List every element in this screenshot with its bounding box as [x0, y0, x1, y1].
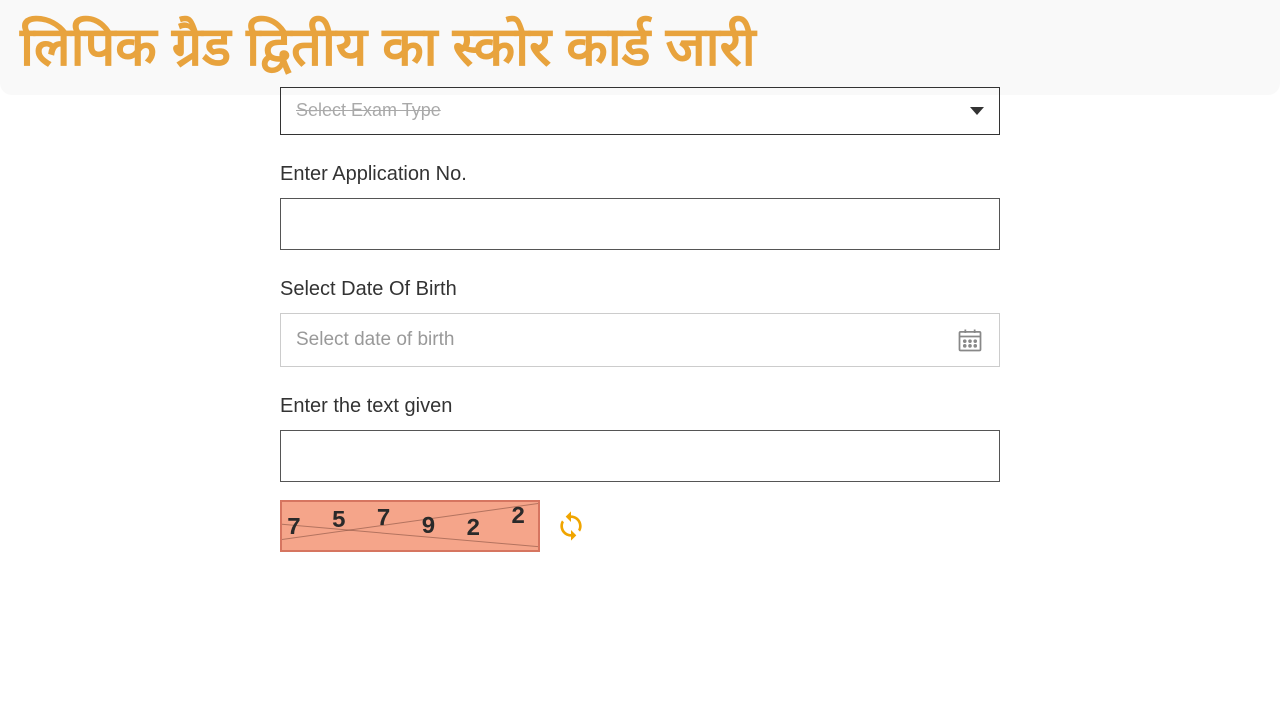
exam-type-select[interactable]: Select Exam Type [280, 87, 1000, 135]
calendar-icon [956, 326, 984, 354]
captcha-row: 7 5 7 9 2 2 [280, 500, 1000, 552]
form-container: Select Exam Type Enter Application No. S… [260, 87, 1020, 552]
captcha-label: Enter the text given [280, 395, 1000, 418]
dob-label: Select Date Of Birth [280, 278, 1000, 301]
refresh-icon[interactable] [555, 510, 587, 542]
page-title: लिपिक ग्रैड द्वितीय का स्कोर कार्ड जारी [20, 15, 1260, 80]
captcha-input[interactable] [280, 430, 1000, 482]
dob-placeholder: Select date of birth [296, 329, 454, 351]
application-no-group: Enter Application No. [280, 163, 1000, 250]
dob-input[interactable]: Select date of birth [280, 313, 1000, 367]
chevron-down-icon [970, 107, 984, 115]
exam-type-placeholder: Select Exam Type [296, 100, 441, 121]
application-no-input[interactable] [280, 198, 1000, 250]
dob-group: Select Date Of Birth Select date of birt… [280, 278, 1000, 367]
header-banner: लिपिक ग्रैड द्वितीय का स्कोर कार्ड जारी [0, 0, 1280, 95]
application-no-label: Enter Application No. [280, 163, 1000, 186]
captcha-image: 7 5 7 9 2 2 [280, 500, 540, 552]
captcha-digits: 7 5 7 9 2 2 [287, 512, 533, 539]
captcha-text-group: Enter the text given [280, 395, 1000, 482]
